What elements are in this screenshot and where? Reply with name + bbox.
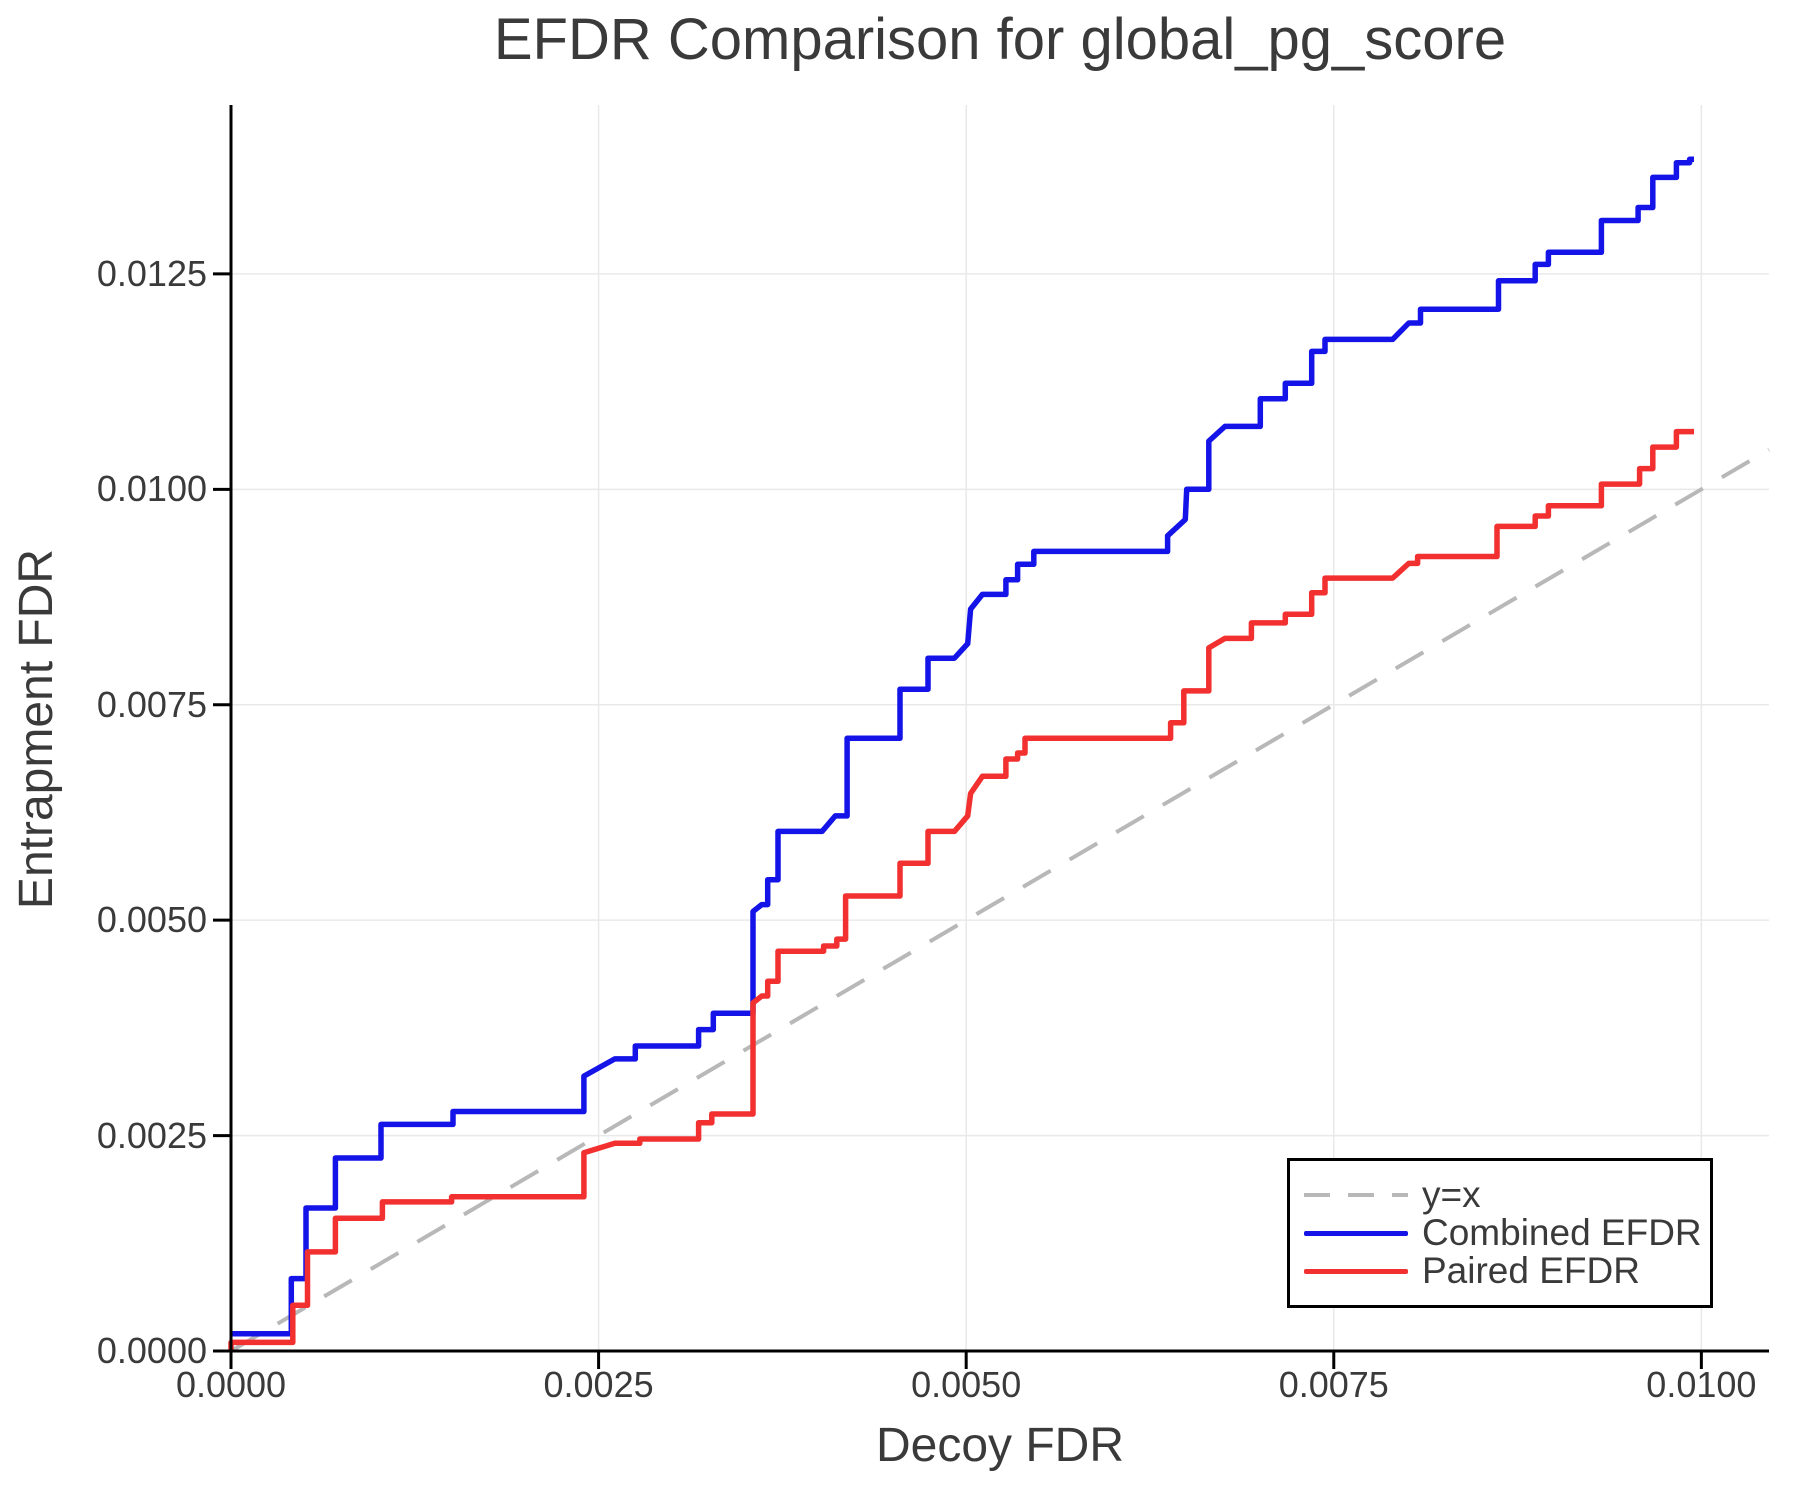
legend-label: Combined EFDR — [1422, 1212, 1702, 1253]
y-tick-label: 0.0050 — [96, 899, 207, 941]
chart-title: EFDR Comparison for global_pg_score — [493, 7, 1507, 72]
y-tick-label: 0.0100 — [96, 468, 207, 510]
legend-item-combined-efdr: Combined EFDR — [1304, 1212, 1710, 1253]
x-tick-label: 0.0000 — [175, 1364, 287, 1405]
series-line-combined-efdr — [231, 156, 1694, 1337]
x-tick-label: 0.0075 — [1278, 1364, 1389, 1405]
series-line-paired-efdr — [228, 428, 1694, 1351]
y-tick-label: 0.0125 — [96, 252, 207, 294]
dashed-line-icon — [1304, 1193, 1408, 1197]
x-tick-label: 0.0050 — [911, 1364, 1022, 1405]
y-tick-label: 0.0075 — [96, 683, 207, 725]
x-tick-label: 0.0100 — [1646, 1364, 1757, 1405]
x-axis-title: Decoy FDR — [875, 1419, 1125, 1472]
legend-label: y=x — [1422, 1174, 1481, 1215]
legend-item-paired-efdr: Paired EFDR — [1304, 1250, 1710, 1291]
legend: y=x Combined EFDR Paired EFDR — [1287, 1158, 1713, 1308]
series-line-y-x — [229, 447, 1771, 1353]
blue-line-icon — [1304, 1230, 1408, 1236]
x-tick-label: 0.0025 — [543, 1364, 654, 1405]
y-tick-label: 0.0025 — [96, 1114, 207, 1156]
legend-item-yx: y=x — [1304, 1174, 1710, 1215]
red-line-icon — [1304, 1268, 1408, 1274]
legend-label: Paired EFDR — [1422, 1250, 1640, 1291]
y-tick-label: 0.0000 — [96, 1330, 207, 1371]
